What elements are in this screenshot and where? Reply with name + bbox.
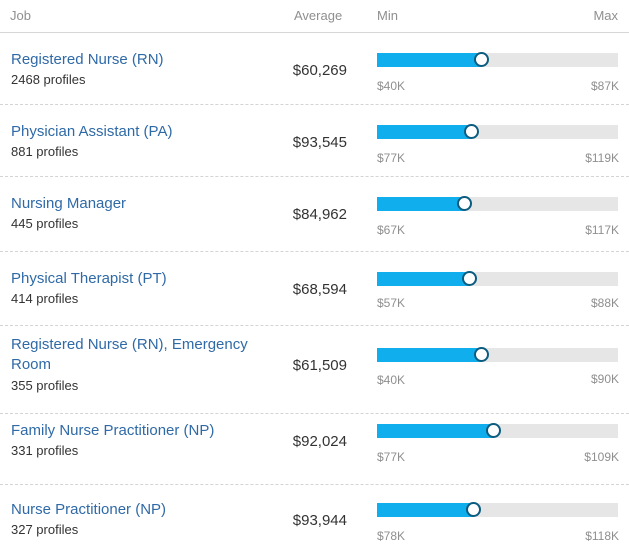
salary-range-fill xyxy=(377,348,481,362)
min-salary: $40K xyxy=(377,373,406,387)
min-salary: $77K xyxy=(377,151,406,165)
table-row: Family Nurse Practitioner (NP) 331 profi… xyxy=(0,414,629,485)
profiles-count: 327 profiles xyxy=(11,522,79,537)
min-salary: $78K xyxy=(377,529,406,543)
salary-range-fill xyxy=(377,424,493,438)
average-salary: $84,962 xyxy=(292,206,347,223)
salary-range-bar xyxy=(377,271,618,286)
job-title-link[interactable]: Family Nurse Practitioner (NP) xyxy=(11,422,215,439)
salary-range-fill xyxy=(377,125,471,139)
max-salary: $119K xyxy=(585,151,619,165)
average-marker xyxy=(461,271,477,286)
table-row: Physical Therapist (PT) 414 profiles $68… xyxy=(0,252,629,326)
profiles-count: 2468 profiles xyxy=(11,72,86,87)
max-salary: $88K xyxy=(590,296,619,310)
average-marker xyxy=(463,124,479,139)
table-row: Nurse Practitioner (NP) 327 profiles $93… xyxy=(0,485,629,551)
max-salary: $109K xyxy=(584,450,619,464)
average-salary: $61,509 xyxy=(292,357,347,374)
job-title-link[interactable]: Nursing Manager xyxy=(11,195,127,212)
profiles-count: 331 profiles xyxy=(11,443,79,458)
salary-range-bar xyxy=(377,196,618,211)
profiles-count: 355 profiles xyxy=(11,378,79,393)
min-salary: $67K xyxy=(377,223,406,237)
salary-range-bar xyxy=(377,124,618,139)
table-row: Registered Nurse (RN) 2468 profiles $60,… xyxy=(0,33,629,105)
table-header: Job Average Min Max xyxy=(0,0,629,33)
salary-range-bar xyxy=(377,423,618,438)
table-row: Physician Assistant (PA) 881 profiles $9… xyxy=(0,105,629,177)
job-title-link[interactable]: Physical Therapist (PT) xyxy=(11,270,167,287)
max-salary: $87K xyxy=(590,79,619,93)
average-salary: $92,024 xyxy=(292,433,347,450)
job-title-link[interactable]: Physician Assistant (PA) xyxy=(11,123,173,140)
min-salary: $57K xyxy=(377,296,406,310)
salary-range-bar xyxy=(377,52,618,67)
header-min: Min xyxy=(377,8,398,23)
average-marker xyxy=(456,196,472,211)
average-salary: $93,944 xyxy=(292,512,347,529)
salary-range-bar xyxy=(377,347,618,362)
job-title-link[interactable]: Nurse Practitioner (NP) xyxy=(11,501,167,518)
profiles-count: 881 profiles xyxy=(11,144,79,159)
profiles-count: 414 profiles xyxy=(11,291,79,306)
job-title-link[interactable]: Registered Nurse (RN) xyxy=(11,51,164,68)
max-salary: $118K xyxy=(585,529,619,543)
average-salary: $60,269 xyxy=(292,62,347,79)
header-max: Max xyxy=(593,8,618,23)
salary-range-fill xyxy=(377,197,464,211)
profiles-count: 445 profiles xyxy=(11,216,79,231)
min-salary: $77K xyxy=(377,450,406,464)
header-job: Job xyxy=(10,8,31,23)
salary-range-fill xyxy=(377,53,481,67)
salary-range-fill xyxy=(377,503,474,517)
average-salary: $68,594 xyxy=(292,281,347,298)
job-title-link[interactable]: Registered Nurse (RN), Emergency Room xyxy=(11,336,248,373)
min-salary: $40K xyxy=(377,79,406,93)
average-marker xyxy=(466,502,482,517)
table-row: Registered Nurse (RN), Emergency Room 35… xyxy=(0,326,629,414)
max-salary: $117K xyxy=(585,223,619,237)
table-row: Nursing Manager 445 profiles $84,962 $67… xyxy=(0,177,629,252)
salary-range-fill xyxy=(377,272,469,286)
average-salary: $93,545 xyxy=(292,134,347,151)
salary-range-bar xyxy=(377,502,618,517)
max-salary: $90K xyxy=(590,372,619,386)
average-marker xyxy=(473,347,489,362)
average-marker xyxy=(473,52,489,67)
header-average: Average xyxy=(294,8,343,23)
average-marker xyxy=(485,423,501,438)
